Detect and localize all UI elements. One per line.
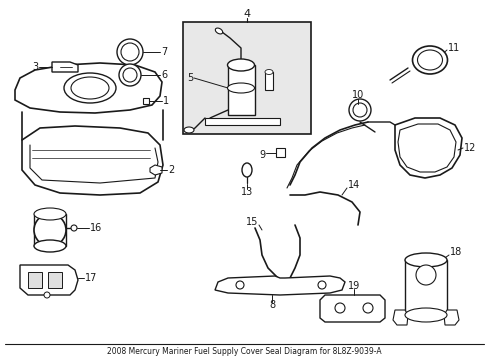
Text: 6: 6 (161, 70, 167, 80)
Ellipse shape (264, 69, 272, 75)
Polygon shape (397, 124, 455, 172)
Ellipse shape (227, 83, 254, 93)
Ellipse shape (404, 308, 446, 322)
Ellipse shape (117, 39, 142, 65)
Ellipse shape (183, 127, 194, 133)
Text: 11: 11 (447, 43, 459, 53)
Ellipse shape (34, 214, 66, 246)
Ellipse shape (417, 50, 442, 70)
Bar (142, 98, 149, 104)
Ellipse shape (123, 68, 137, 82)
Text: 2008 Mercury Mariner Fuel Supply Cover Seal Diagram for 8L8Z-9039-A: 2008 Mercury Mariner Fuel Supply Cover S… (106, 347, 381, 356)
Circle shape (317, 281, 325, 289)
Text: 15: 15 (245, 217, 258, 227)
Text: 2: 2 (168, 165, 174, 175)
Polygon shape (15, 63, 162, 113)
Circle shape (236, 281, 244, 289)
Ellipse shape (71, 77, 109, 99)
Ellipse shape (34, 240, 66, 252)
Bar (404, 260, 446, 315)
Polygon shape (392, 310, 407, 325)
Polygon shape (394, 118, 461, 178)
Text: 1: 1 (163, 96, 169, 106)
Text: 8: 8 (268, 300, 274, 310)
Ellipse shape (404, 253, 446, 267)
Text: 13: 13 (241, 187, 253, 197)
Ellipse shape (34, 208, 66, 220)
Text: 17: 17 (85, 273, 97, 283)
Ellipse shape (412, 46, 447, 74)
Ellipse shape (121, 43, 139, 61)
Polygon shape (204, 118, 280, 125)
Text: 12: 12 (463, 143, 475, 153)
Text: 18: 18 (449, 247, 461, 257)
Circle shape (334, 303, 345, 313)
Polygon shape (227, 65, 254, 115)
Text: 7: 7 (161, 47, 167, 57)
Text: 5: 5 (186, 73, 193, 83)
Text: 19: 19 (347, 281, 359, 291)
Circle shape (44, 292, 50, 298)
Polygon shape (150, 165, 162, 175)
Text: 9: 9 (258, 150, 264, 160)
Circle shape (362, 303, 372, 313)
Ellipse shape (415, 265, 435, 285)
Text: 3: 3 (32, 62, 38, 72)
Polygon shape (72, 82, 108, 102)
Ellipse shape (64, 73, 116, 103)
Bar (275, 148, 285, 157)
Text: 10: 10 (351, 90, 364, 100)
Polygon shape (443, 310, 458, 325)
Bar (28, 272, 42, 288)
Text: 16: 16 (90, 223, 102, 233)
Circle shape (71, 225, 77, 231)
Ellipse shape (119, 64, 141, 86)
Ellipse shape (215, 28, 222, 34)
Polygon shape (319, 295, 384, 322)
Polygon shape (52, 62, 78, 72)
Ellipse shape (242, 163, 251, 177)
Polygon shape (22, 126, 163, 195)
Polygon shape (215, 276, 345, 295)
Bar (264, 72, 272, 90)
Bar (48, 272, 62, 288)
Polygon shape (20, 265, 78, 295)
Text: 14: 14 (347, 180, 360, 190)
Bar (34, 214, 66, 246)
Text: 4: 4 (243, 9, 250, 19)
Bar (183, 22, 310, 134)
Ellipse shape (227, 59, 254, 71)
